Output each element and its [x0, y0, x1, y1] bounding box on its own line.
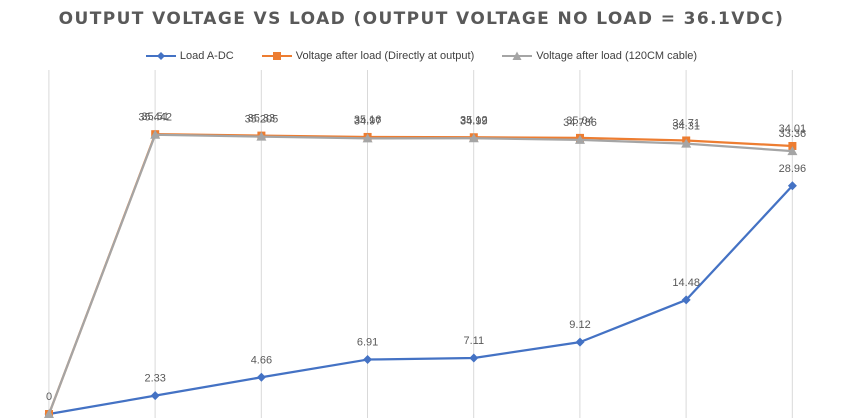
data-label: 34.01 — [779, 123, 807, 135]
series-2-marker — [787, 146, 798, 156]
data-label: 34.786 — [563, 117, 597, 129]
data-label: 35.04 — [566, 115, 594, 127]
series-2-marker — [150, 129, 161, 139]
series-2-marker — [681, 138, 692, 148]
legend-swatch-load — [145, 52, 176, 60]
series-2-marker — [256, 131, 267, 141]
series-0-marker — [150, 391, 160, 401]
data-label: 4.66 — [251, 354, 272, 366]
series-0-marker — [256, 372, 266, 382]
chart-title: OUTPUT VOLTAGE VS LOAD (OUTPUT VOLTAGE N… — [58, 9, 785, 29]
series-2-marker — [44, 409, 54, 418]
legend-item-cable: Voltage after load (120CM cable) — [502, 49, 697, 63]
series-2-marker — [468, 133, 479, 143]
data-label: 34.99 — [460, 115, 488, 127]
series-0-marker — [787, 181, 797, 191]
data-label: 14.48 — [672, 277, 700, 289]
data-label: 28.96 — [779, 163, 807, 175]
data-label: 34.71 — [672, 117, 700, 129]
data-label: 33.36 — [779, 128, 807, 140]
legend-swatch-cable — [502, 51, 533, 60]
series-line-0 — [48, 185, 794, 416]
series-2-marker — [575, 134, 585, 144]
data-label: 35.33 — [248, 113, 276, 125]
legend-item-direct: Voltage after load (Directly at output) — [261, 49, 475, 63]
data-label: 35.205 — [245, 114, 279, 126]
legend-label-cable: Voltage after load (120CM cable) — [536, 50, 698, 62]
data-label: 2.33 — [144, 373, 165, 385]
series-2-marker — [362, 133, 373, 143]
series-0-marker — [681, 295, 691, 305]
chart-legend: Load A-DC Voltage after load (Directly a… — [0, 49, 843, 63]
data-label: 0 — [46, 391, 52, 403]
series-0-marker — [469, 353, 479, 363]
data-label: 35.12 — [460, 114, 488, 126]
legend-label-direct: Voltage after load (Directly at output) — [295, 50, 475, 62]
series-1-marker — [788, 142, 797, 151]
legend-swatch-direct — [261, 52, 292, 60]
series-line-2 — [47, 133, 793, 415]
data-label: 34.97 — [354, 115, 382, 127]
series-0-marker — [363, 355, 373, 365]
data-label: 34.31 — [672, 121, 700, 133]
data-label: 35.442 — [138, 112, 172, 124]
legend-item-load: Load A-DC — [145, 49, 234, 63]
data-label: 7.11 — [464, 335, 485, 347]
data-label: 35.16 — [354, 114, 382, 126]
data-label: 6.91 — [357, 337, 378, 349]
data-label: 35.51 — [141, 111, 169, 123]
legend-label-load: Load A-DC — [179, 50, 234, 62]
data-label: 9.12 — [569, 319, 590, 331]
series-0-marker — [575, 337, 585, 347]
